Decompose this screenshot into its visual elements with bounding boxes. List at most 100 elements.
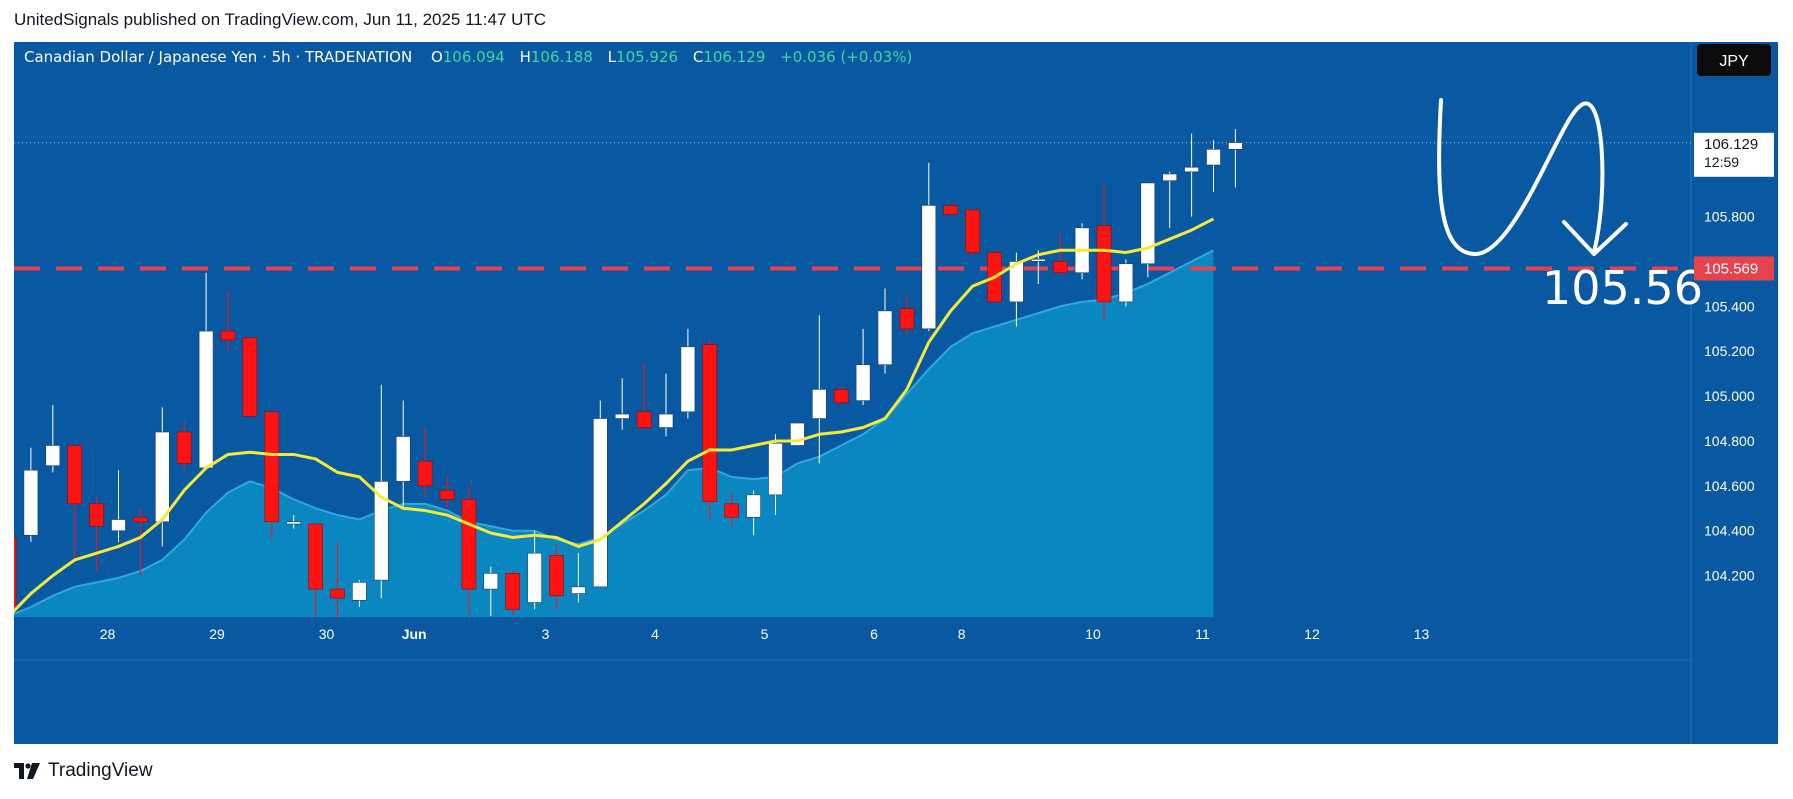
candle-body bbox=[811, 389, 827, 419]
currency-button[interactable]: JPY bbox=[1697, 44, 1771, 76]
candle-body bbox=[330, 588, 345, 599]
candle-body bbox=[111, 519, 126, 532]
open-label: O bbox=[431, 48, 443, 66]
candle-body bbox=[899, 308, 915, 330]
time-axis: 27282930Jun3456810111213 bbox=[100, 626, 1430, 642]
x-tick-label: 6 bbox=[870, 626, 878, 642]
svg-text:Canadian Dollar / Japanese Yen: Canadian Dollar / Japanese Yen · 5h · TR… bbox=[24, 48, 912, 66]
candle-body bbox=[242, 337, 258, 417]
candle-body bbox=[417, 460, 433, 487]
candle-body bbox=[636, 411, 652, 428]
candle-body bbox=[373, 481, 389, 581]
currency-button-bg[interactable] bbox=[1697, 44, 1771, 76]
candle-body bbox=[395, 436, 411, 482]
candle-body bbox=[965, 209, 980, 253]
candle-body bbox=[1009, 261, 1024, 303]
candle-body bbox=[592, 418, 608, 588]
open-value: 106.094 bbox=[443, 48, 505, 66]
y-tick-label: 104.600 bbox=[1704, 478, 1755, 494]
x-tick-label: 12 bbox=[1304, 626, 1320, 642]
candle-body bbox=[658, 413, 674, 428]
candle-body bbox=[176, 431, 192, 464]
low-value: 105.926 bbox=[616, 48, 678, 66]
x-tick-label: 5 bbox=[761, 626, 769, 642]
candle-body bbox=[1228, 142, 1243, 150]
candle-body bbox=[155, 431, 170, 523]
y-tick-label: 105.200 bbox=[1704, 343, 1755, 359]
candle-body bbox=[1206, 149, 1221, 166]
last-price-tag-bg bbox=[1694, 132, 1774, 177]
high-label: H bbox=[520, 48, 531, 66]
candle-body bbox=[724, 503, 740, 518]
candle-body bbox=[702, 344, 718, 502]
candle-body bbox=[571, 586, 586, 594]
x-tick-label: 29 bbox=[209, 626, 225, 642]
last-price-value: 106.129 bbox=[1704, 136, 1758, 153]
y-tick-label: 105.800 bbox=[1704, 209, 1755, 225]
high-value: 106.188 bbox=[531, 48, 593, 66]
candle-body bbox=[1052, 261, 1068, 274]
candle-body bbox=[23, 469, 39, 536]
candle-body bbox=[527, 552, 542, 603]
close-value: 106.129 bbox=[703, 48, 765, 66]
level-price-value: 105.569 bbox=[1704, 260, 1758, 277]
publisher-header: UnitedSignals published on TradingView.c… bbox=[14, 10, 547, 29]
x-tick-label: 13 bbox=[1414, 626, 1430, 642]
close-label: C bbox=[693, 48, 703, 66]
x-tick-label: Jun bbox=[402, 626, 427, 642]
candle-body bbox=[461, 499, 477, 590]
target-label: 105.56 bbox=[1542, 261, 1703, 315]
x-tick-label: 10 bbox=[1085, 626, 1101, 642]
x-tick-label: 8 bbox=[958, 626, 966, 642]
x-tick-label: 30 bbox=[319, 626, 335, 642]
candle-body bbox=[877, 310, 893, 366]
y-tick-label: 105.000 bbox=[1704, 388, 1755, 404]
projection-arrow-path bbox=[1437, 98, 1605, 257]
candle-body bbox=[483, 573, 499, 590]
candle-body bbox=[220, 330, 236, 341]
x-tick-label: 3 bbox=[542, 626, 550, 642]
bar-countdown: 12:59 bbox=[1704, 154, 1739, 170]
candle-body bbox=[352, 582, 367, 601]
low-label: L bbox=[608, 48, 617, 66]
level-price-tag: 105.569 bbox=[1694, 256, 1774, 281]
projection-arrowhead bbox=[1562, 220, 1628, 256]
symbol-legend[interactable]: Canadian Dollar / Japanese Yen · 5h · TR… bbox=[24, 48, 912, 66]
x-tick-label: 4 bbox=[651, 626, 659, 642]
level-price-tag-bg bbox=[1694, 256, 1774, 281]
y-tick-label: 105.400 bbox=[1704, 298, 1755, 314]
change-value: +0.036 (+0.03%) bbox=[780, 48, 912, 66]
chart-canvas[interactable]: 104.200 104.400 104.600 104.800 105.000 105.2… bbox=[14, 42, 1778, 744]
moving-average-line bbox=[14, 217, 1215, 614]
currency-button-label[interactable]: JPY bbox=[1719, 53, 1749, 70]
candle-body bbox=[680, 346, 696, 413]
candle-body bbox=[1096, 225, 1112, 303]
candle-body bbox=[768, 442, 783, 496]
y-tick-label: 104.200 bbox=[1704, 568, 1755, 584]
candles bbox=[14, 129, 1243, 619]
candle-body bbox=[1030, 258, 1046, 262]
candle-body bbox=[855, 364, 871, 401]
candle-body bbox=[264, 411, 280, 523]
candle-body bbox=[943, 205, 959, 215]
y-tick-label: 104.400 bbox=[1704, 523, 1755, 539]
y-tick-label: 104.800 bbox=[1704, 433, 1755, 449]
candle-body bbox=[833, 389, 849, 404]
candle-body bbox=[1184, 166, 1199, 173]
candle-body bbox=[308, 523, 323, 590]
candle-body bbox=[1162, 173, 1177, 182]
footer: TradingView bbox=[14, 760, 153, 782]
candle-body bbox=[1118, 263, 1134, 303]
chart-panel[interactable]: 104.200 104.400 104.600 104.800 105.000 105.2… bbox=[14, 42, 1778, 744]
tradingview-wordmark: TradingView bbox=[48, 760, 153, 781]
tradingview-logo-icon bbox=[14, 763, 40, 779]
candle-body bbox=[1140, 182, 1156, 265]
candle-body bbox=[921, 205, 937, 330]
candle-body bbox=[549, 555, 564, 597]
candle-body bbox=[439, 490, 455, 500]
candle-body bbox=[286, 521, 302, 525]
candle-body bbox=[746, 494, 761, 518]
last-price-tag: 106.129 12:59 bbox=[1694, 132, 1774, 177]
candle-body bbox=[614, 413, 630, 419]
candle-body bbox=[505, 573, 521, 610]
